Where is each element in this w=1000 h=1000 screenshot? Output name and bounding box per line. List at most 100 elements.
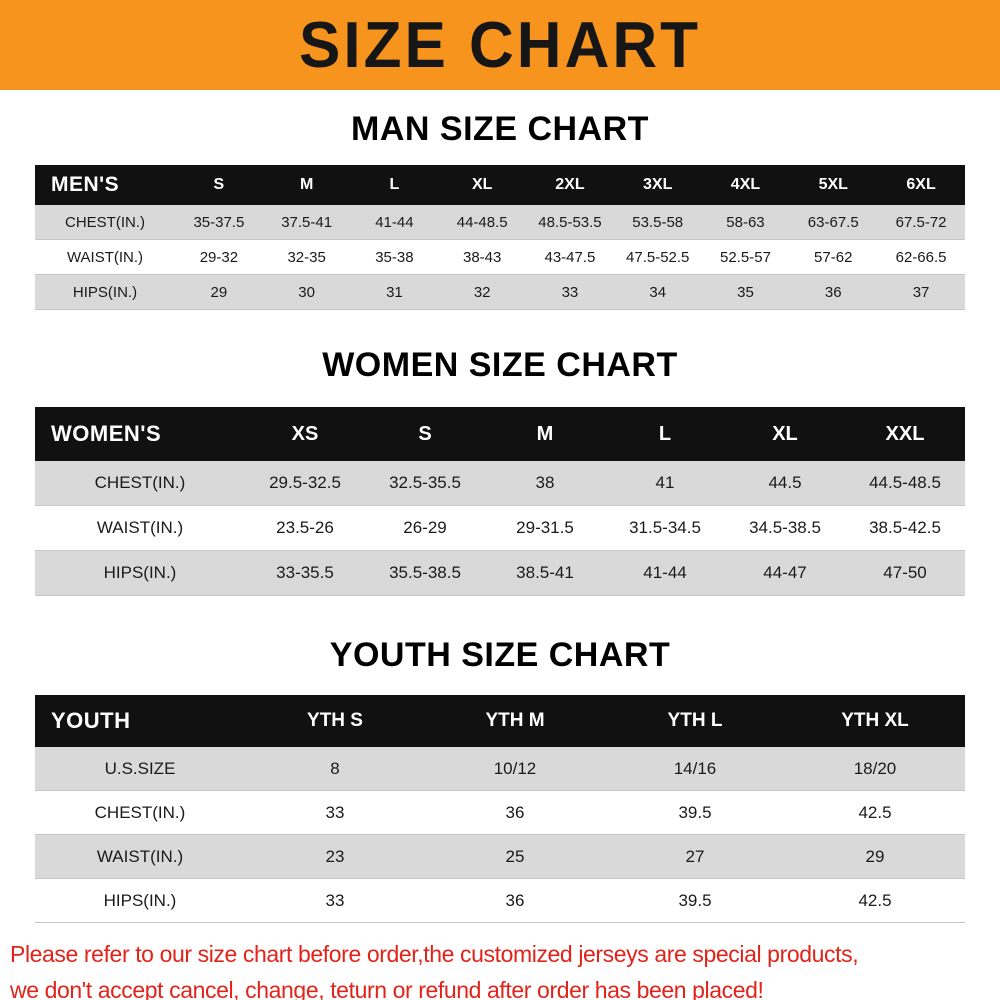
column-header: XL [438, 165, 527, 205]
size-cell: 44-48.5 [456, 213, 508, 231]
size-cell: 41 [655, 473, 675, 492]
size-cell: 58-63 [726, 213, 765, 231]
size-cell: 36 [505, 890, 525, 910]
row-label: WAIST(IN.) [96, 518, 184, 537]
size-cell: 31 [386, 283, 403, 301]
size-cell: 62-66.5 [895, 248, 947, 266]
column-header: M [485, 407, 605, 461]
notice-line-2: we don't accept cancel, change, teturn o… [10, 977, 764, 1000]
table-row: CHEST(IN.) 29.5-32.5 32.5-35.5 38 41 44.5 44.5… [35, 461, 965, 506]
size-cell: 30 [298, 283, 315, 301]
youth-size-table-slot: YOUTH YTH S YTH M YTH L YTH XL U.S.SIZE 8 10/12… [35, 695, 965, 923]
size-cell: 35-37.5 [193, 213, 245, 231]
size-table: MEN'S S M L XL 2XL 3XL 4XL 5XL 6XL CHEST(IN.) 35-37… [35, 165, 965, 310]
size-cell: 32-35 [287, 248, 326, 266]
size-cell: 8 [330, 758, 340, 778]
header-row: MEN'S S M L XL 2XL 3XL 4XL 5XL 6XL [35, 165, 965, 205]
youth-section-heading: YOUTH SIZE CHART [329, 636, 671, 674]
column-header: YTH L [605, 695, 785, 747]
column-header: XXL [845, 407, 965, 461]
table-row: WAIST(IN.) 29-32 32-35 35-38 38-43 43-47.5 47.… [35, 239, 965, 275]
size-cell: 34.5-38.5 [749, 518, 821, 537]
table-row: WAIST(IN.) 23.5-26 26-29 29-31.5 31.5-34.5 34… [35, 505, 965, 551]
size-cell: 18/20 [853, 758, 897, 778]
column-header: L [605, 407, 725, 461]
table-title-cell: MEN'S [35, 165, 175, 205]
size-cell: 52.5-57 [720, 248, 771, 266]
size-cell: 14/16 [673, 758, 717, 778]
size-cell: 32.5-35.5 [389, 473, 461, 492]
size-cell: 23.5-26 [276, 518, 334, 537]
column-header: 2XL [526, 165, 614, 205]
size-table: WOMEN'S XS S M L XL XXL CHEST(IN.) 29.5-32.5 32.5… [35, 407, 965, 596]
size-cell: 29.5-32.5 [269, 473, 341, 492]
banner: SIZE CHART [0, 0, 1000, 90]
column-header: L [350, 165, 439, 205]
size-cell: 33 [325, 802, 345, 822]
size-cell: 43-47.5 [544, 248, 596, 266]
youth-section: YOUTH SIZE CHART YOUTH YTH S YTH M YTH L YTH… [0, 636, 1000, 923]
column-header: 5XL [789, 165, 878, 205]
column-header: YTH S [245, 695, 425, 747]
notice-line-1: Please refer to our size chart before or… [10, 941, 859, 967]
row-label: HIPS(IN.) [103, 890, 177, 910]
size-cell: 33-35.5 [276, 563, 334, 582]
column-header: S [175, 165, 263, 205]
women-section-heading: WOMEN SIZE CHART [322, 346, 678, 384]
column-header: YTH XL [785, 695, 965, 747]
size-cell: 25 [505, 846, 525, 866]
table-row: U.S.SIZE 8 10/12 14/16 18/20 [35, 747, 965, 791]
column-header: S [365, 407, 485, 461]
column-header: M [262, 165, 351, 205]
column-header: XS [245, 407, 365, 461]
size-cell: 29-31.5 [516, 518, 574, 537]
size-cell: 38 [535, 473, 555, 492]
table-row: HIPS(IN.) 29 30 31 32 33 34 35 36 37 [35, 274, 965, 310]
size-cell: 41-44 [643, 563, 687, 582]
size-cell: 29 [210, 283, 228, 301]
size-cell: 47-50 [883, 563, 927, 582]
size-cell: 36 [505, 802, 525, 822]
column-header: 3XL [613, 165, 702, 205]
size-cell: 34 [649, 283, 667, 301]
row-label: WAIST(IN.) [66, 248, 144, 266]
size-table: YOUTH YTH S YTH M YTH L YTH XL U.S.SIZE 8 10/12… [35, 695, 965, 923]
table-row: CHEST(IN.) 35-37.5 37.5-41 41-44 44-48.5 48.5… [35, 205, 965, 240]
size-cell: 35 [737, 283, 754, 301]
size-cell: 39.5 [678, 802, 712, 822]
size-cell: 63-67.5 [807, 213, 859, 231]
table-row: HIPS(IN.) 33-35.5 35.5-38.5 38.5-41 41-44 44-… [35, 550, 965, 596]
size-cell: 39.5 [678, 890, 712, 910]
column-header: YTH M [425, 695, 605, 747]
order-notice: Please refer to our size chart before or… [10, 941, 1000, 1000]
size-cell: 35-38 [375, 248, 414, 266]
women-size-table-slot: WOMEN'S XS S M L XL XXL CHEST(IN.) 29.5-32.5 32.5… [35, 407, 965, 596]
row-label: HIPS(IN.) [103, 563, 177, 582]
row-label: U.S.SIZE [104, 758, 176, 778]
size-cell: 44.5 [768, 473, 802, 492]
table-row: WAIST(IN.) 23 25 27 29 [35, 834, 965, 879]
size-cell: 31.5-34.5 [629, 518, 701, 537]
size-cell: 53.5-58 [632, 213, 684, 231]
column-header: 4XL [701, 165, 790, 205]
men-size-table-slot: MEN'S S M L XL 2XL 3XL 4XL 5XL 6XL CHEST(IN.) 35-37… [35, 165, 965, 310]
size-cell: 41-44 [375, 213, 414, 231]
men-section: MAN SIZE CHART MEN'S S M L XL 2XL 3XL 4XL 5XL 6XL… [0, 110, 1000, 310]
size-cell: 26-29 [403, 518, 447, 537]
size-cell: 44.5-48.5 [869, 473, 941, 492]
size-cell: 33 [561, 283, 579, 301]
row-label: HIPS(IN.) [72, 283, 138, 301]
size-cell: 37.5-41 [281, 213, 333, 231]
size-cell: 38.5-42.5 [869, 518, 941, 537]
size-cell: 10/12 [493, 758, 537, 778]
size-cell: 29 [865, 846, 885, 866]
page-title: SIZE CHART [299, 8, 701, 82]
table-row: CHEST(IN.) 33 36 39.5 42.5 [35, 790, 965, 835]
size-cell: 42.5 [858, 802, 892, 822]
row-label: WAIST(IN.) [96, 846, 184, 866]
size-cell: 48.5-53.5 [538, 213, 602, 231]
row-label: CHEST(IN.) [65, 213, 145, 231]
table-title-cell: YOUTH [35, 695, 245, 747]
size-cell: 67.5-72 [895, 213, 947, 231]
